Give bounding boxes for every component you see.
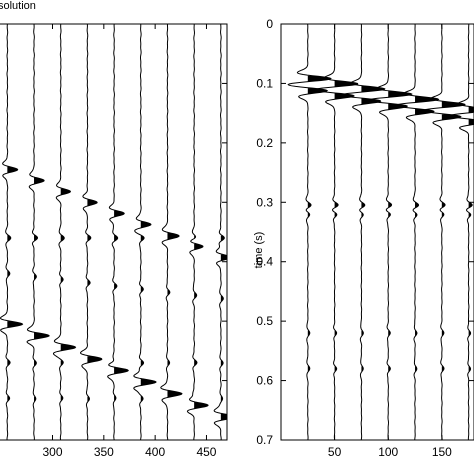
left-panel-traces <box>0 23 228 441</box>
y-tick-label: 0 <box>266 17 273 31</box>
trace-fill <box>220 235 227 421</box>
y-tick-label: 0.5 <box>256 314 273 328</box>
trace <box>394 23 440 441</box>
trace-fill <box>361 85 385 372</box>
trace <box>52 23 77 441</box>
trace-fill <box>415 96 439 372</box>
x-tick-label: 50 <box>328 445 342 459</box>
x-tick-label: 300 <box>42 445 62 459</box>
trace <box>448 23 474 441</box>
trace <box>314 23 359 441</box>
right-panel-x-tick-labels: 50 100 150 <box>328 445 452 459</box>
trace <box>79 23 103 441</box>
trace <box>186 23 209 440</box>
trace <box>26 23 50 441</box>
trace <box>367 23 413 441</box>
trace-fill <box>468 106 474 372</box>
trace <box>0 23 24 441</box>
right-panel-traces <box>287 23 474 441</box>
trace <box>107 23 129 441</box>
trace-fill <box>87 199 102 402</box>
x-tick-label: 150 <box>432 445 452 459</box>
y-tick-label: 0.4 <box>256 255 273 269</box>
trace <box>160 23 183 441</box>
right-panel-y-tick-labels: 0 0.1 0.2 0.3 0.4 0.5 0.6 0.7 <box>256 17 273 447</box>
y-tick-label: 0.6 <box>256 374 273 388</box>
right-panel-frame <box>280 23 474 441</box>
trace <box>213 24 228 441</box>
left-panel-frame <box>0 23 228 441</box>
right-panel: 50 100 150 0 0.1 0.2 0.3 0.4 0.5 0.6 0.7 time (s) <box>253 17 474 459</box>
trace <box>133 23 157 441</box>
right-panel-y-ticks <box>281 23 474 441</box>
trace-fill <box>140 221 156 402</box>
y-tick-label: 0.3 <box>256 195 273 209</box>
trace-fill <box>34 177 50 402</box>
trace-fill <box>388 91 412 372</box>
x-tick-label: 350 <box>94 445 114 459</box>
left-panel: solution 300 350 400 450 <box>0 0 228 459</box>
y-tick-label: 0.7 <box>256 433 273 447</box>
trace-fill <box>167 232 182 398</box>
trace-fill <box>194 235 209 410</box>
trace-fill <box>334 80 358 372</box>
x-tick-label: 400 <box>145 445 165 459</box>
trace-fill <box>60 188 76 401</box>
trace <box>341 23 386 441</box>
trace <box>287 23 332 441</box>
y-tick-label: 0.1 <box>256 76 273 90</box>
trace <box>421 23 466 441</box>
left-panel-x-ticks <box>52 24 227 440</box>
left-panel-title: solution <box>0 0 36 12</box>
right-panel-y-axis-label: time (s) <box>253 232 265 269</box>
trace-fill <box>441 101 465 372</box>
x-tick-label: 450 <box>196 445 216 459</box>
trace-fill <box>307 75 331 372</box>
y-tick-label: 0.2 <box>256 136 273 150</box>
trace-fill <box>7 166 23 402</box>
left-panel-x-tick-labels: 300 350 400 450 <box>42 445 216 459</box>
right-panel-x-ticks <box>334 24 443 440</box>
x-tick-label: 100 <box>378 445 398 459</box>
